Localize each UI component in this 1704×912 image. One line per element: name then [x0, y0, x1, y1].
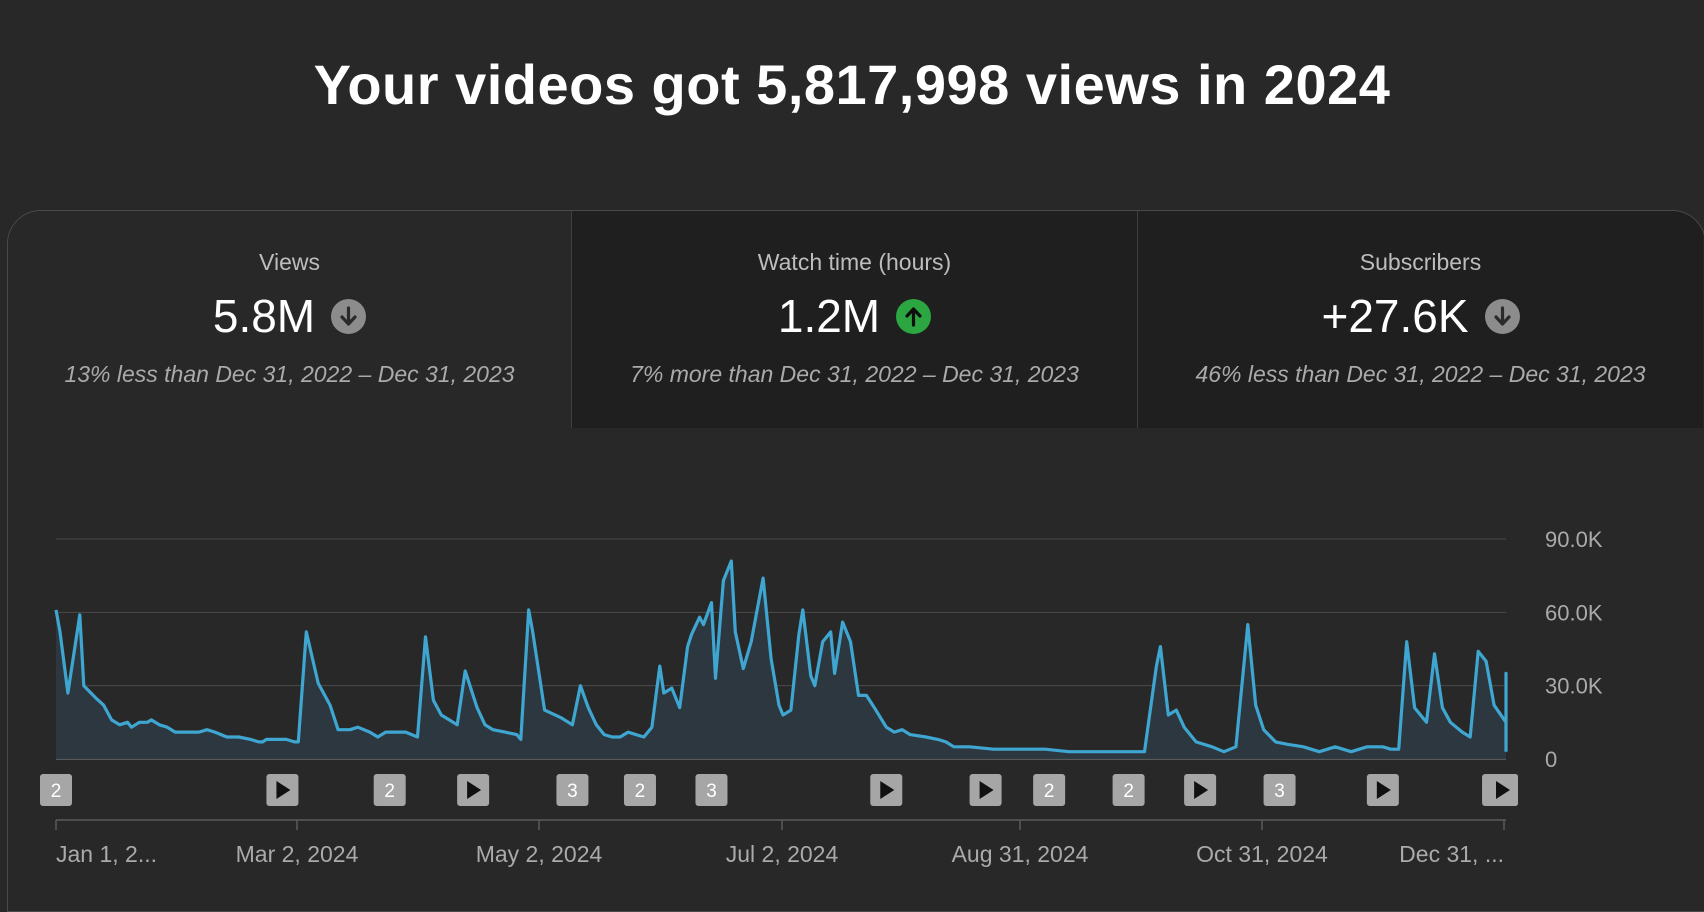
tab-subscribers-value: +27.6K — [1321, 290, 1469, 342]
tab-watch-time[interactable]: Watch time (hours) 1.2M 7% more than Dec… — [571, 211, 1137, 428]
upload-count-badge[interactable] — [1112, 774, 1145, 806]
y-tick-label: 90.0K — [1545, 527, 1603, 552]
play-icon — [467, 781, 482, 799]
tab-watch-time-label: Watch time (hours) — [757, 249, 952, 275]
upload-count-label: 2 — [1123, 781, 1134, 802]
upload-count-label: 3 — [706, 781, 717, 802]
upload-count-label: 2 — [384, 781, 395, 802]
tab-views-comparison: 13% less than Dec 31, 2022 – Dec 31, 202… — [64, 361, 515, 387]
play-icon — [880, 781, 895, 799]
upload-count-label: 3 — [1274, 781, 1285, 802]
arrow-up-icon — [896, 298, 932, 334]
x-tick-label: Jan 1, 2... — [56, 841, 157, 867]
upload-count-badge[interactable] — [373, 774, 406, 806]
x-tick-label: Jul 2, 2024 — [726, 841, 839, 867]
tab-views[interactable]: Views 5.8M 13% less than Dec 31, 2022 – … — [8, 211, 571, 428]
y-tick-label: 0 — [1545, 747, 1557, 772]
series-area — [56, 561, 1506, 759]
x-tick-label: May 2, 2024 — [476, 841, 603, 867]
upload-count-badge[interactable] — [1263, 774, 1296, 806]
x-tick-label: Aug 31, 2024 — [952, 841, 1089, 867]
play-icon — [1194, 781, 1209, 799]
play-icon — [979, 781, 994, 799]
tab-watch-time-value: 1.2M — [777, 290, 881, 342]
upload-count-label: 3 — [567, 781, 578, 802]
tab-subscribers-label: Subscribers — [1359, 249, 1482, 275]
tab-subscribers[interactable]: Subscribers +27.6K 46% less than Dec 31,… — [1137, 211, 1703, 428]
tab-views-value: 5.8M — [212, 290, 316, 342]
upload-count-badge[interactable] — [1033, 774, 1066, 806]
upload-count-badge[interactable] — [40, 774, 72, 806]
play-icon — [1376, 781, 1391, 799]
upload-count-label: 2 — [1044, 781, 1055, 802]
tab-watch-time-comparison: 7% more than Dec 31, 2022 – Dec 31, 2023 — [630, 361, 1079, 387]
upload-count-label: 2 — [51, 781, 62, 802]
tab-views-label: Views — [259, 249, 320, 275]
play-icon — [1496, 781, 1510, 799]
x-tick-label: Mar 2, 2024 — [236, 841, 359, 867]
arrow-down-icon — [331, 298, 367, 334]
series-line — [54, 559, 1508, 754]
x-tick-label: Oct 31, 2024 — [1196, 841, 1328, 867]
arrow-down-icon — [1484, 298, 1520, 334]
upload-count-badge[interactable] — [695, 774, 728, 806]
play-icon — [276, 781, 291, 799]
y-tick-label: 30.0K — [1545, 674, 1603, 699]
upload-count-badge[interactable] — [556, 774, 589, 806]
y-tick-label: 60.0K — [1545, 600, 1603, 625]
upload-count-badge[interactable] — [623, 774, 656, 806]
upload-count-label: 2 — [635, 781, 646, 802]
page-title: Your videos got 5,817,998 views in 2024 — [313, 53, 1391, 116]
tab-subscribers-comparison: 46% less than Dec 31, 2022 – Dec 31, 202… — [1195, 361, 1646, 387]
metric-tabs: Views 5.8M 13% less than Dec 31, 2022 – … — [8, 211, 1704, 428]
x-tick-label: Dec 31, ... — [1399, 841, 1504, 867]
